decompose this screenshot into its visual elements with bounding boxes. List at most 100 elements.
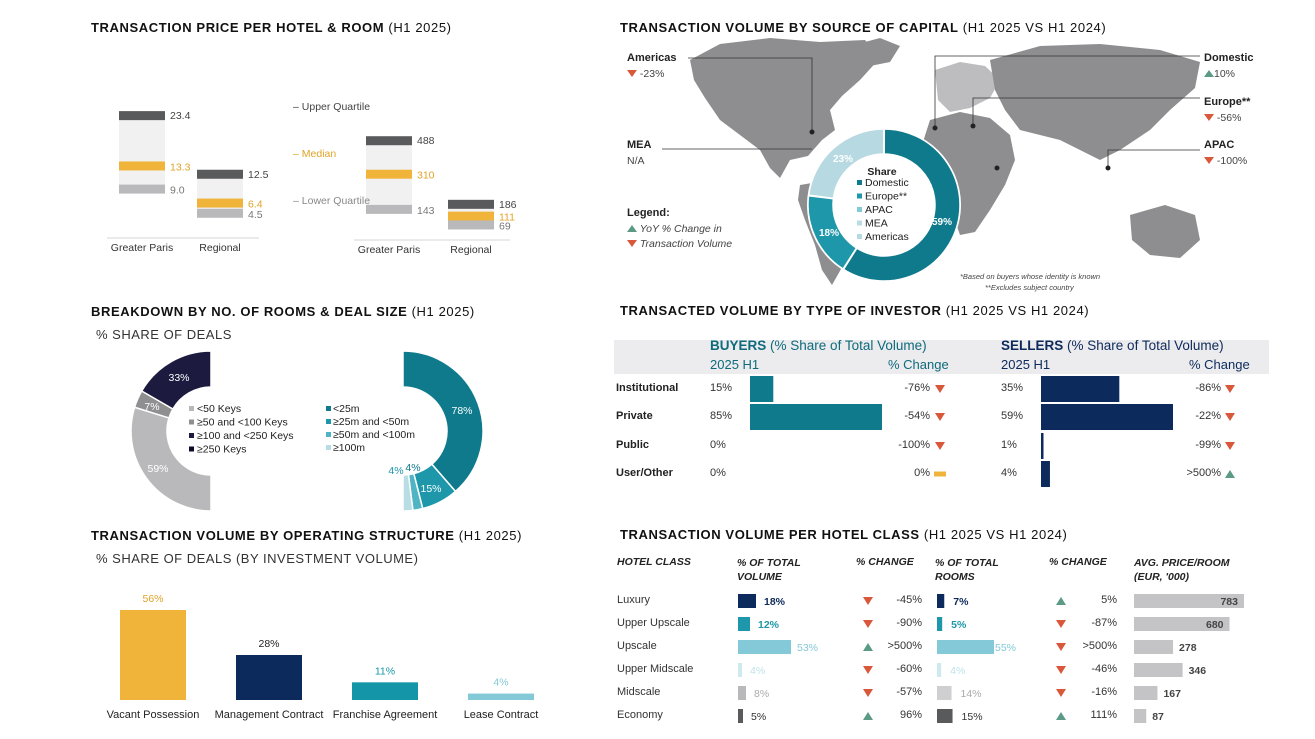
lower-value-label: 4.5 [248, 209, 263, 221]
price-value-label: 346 [1189, 665, 1207, 677]
volume-change-value: 96% [899, 709, 922, 721]
buyers-header: BUYERS (% Share of Total Volume) [710, 338, 927, 353]
dealsize-slice [402, 473, 414, 512]
structure-subtitle: % SHARE OF DEALS (BY INVESTMENT VOLUME) [96, 551, 419, 566]
chg-apac: -100% [1204, 155, 1247, 167]
dealsize-legend-swatch [326, 406, 331, 411]
leader-dot-europe [970, 123, 976, 129]
hdr-chg2: % CHANGE [1049, 556, 1107, 568]
rooms-bar [937, 709, 953, 723]
category-label: Greater Paris [111, 242, 173, 254]
hdr-rooms: % OF TOTAL ROOMS [935, 557, 999, 583]
footnote-1: *Based on buyers whose identity is known [960, 272, 1101, 281]
category-label: Regional [450, 244, 491, 256]
category-label: Greater Paris [358, 244, 420, 256]
dealsize-legend-swatch [326, 445, 331, 450]
rooms-bar [937, 594, 945, 608]
up-arrow-icon [1204, 70, 1214, 77]
hotelclass-chart-title: TRANSACTION VOLUME PER HOTEL CLASS (H1 2… [620, 527, 1068, 542]
buyers-change-value: -54% [904, 410, 930, 422]
rooms-slice [140, 350, 212, 411]
down-arrow-icon [863, 620, 873, 628]
upper-value-label: 12.5 [248, 169, 269, 181]
dealsize-slice [402, 350, 484, 493]
down-arrow-icon [627, 70, 637, 77]
structure-bar [468, 693, 534, 700]
leader-line-apac [1107, 149, 1200, 168]
hotel-class-label: Upscale [617, 640, 657, 652]
rooms-legend-swatch [189, 406, 194, 411]
down-arrow-icon [1225, 385, 1235, 393]
donut-center-title: Share [867, 166, 896, 178]
sellers-change-value: -99% [1195, 439, 1221, 451]
down-arrow-icon [863, 666, 873, 674]
rooms-change-value: -46% [1091, 663, 1117, 675]
dealsize-label-50-100: 4% [405, 462, 420, 474]
hdr-price: AVG. PRICE/ROOM (EUR, '000) [1134, 557, 1230, 583]
north-america-shape [690, 38, 880, 178]
structure-category-label: Lease Contract [464, 709, 539, 721]
dealsize-legend-label: ≥25m and <50m [333, 416, 409, 428]
price-bar [1134, 663, 1183, 677]
donut-legend-swatch [857, 234, 862, 239]
structure-category-label: Vacant Possession [107, 709, 200, 721]
legend-down: Transaction Volume [627, 238, 732, 250]
buyers-bar [750, 376, 774, 402]
price-bar [1134, 617, 1230, 631]
donut-slice-domestic [842, 128, 961, 282]
upper-value-label: 186 [499, 199, 517, 211]
lower-quartile-mark [119, 184, 165, 194]
price-value-label: 783 [1220, 596, 1238, 608]
median-value-label: 111 [499, 212, 515, 224]
donut-label-americas: 23% [833, 154, 853, 165]
sellers-share-value: 4% [1001, 467, 1017, 479]
capital-chart-title: TRANSACTION VOLUME BY SOURCE OF CAPITAL … [620, 20, 1107, 35]
sellers-share-value: 1% [1001, 439, 1017, 451]
leader-line-domestic [934, 55, 1200, 128]
leader-line-europe [972, 97, 1200, 126]
rooms-value-label: 7% [953, 596, 969, 608]
up-arrow-icon [863, 712, 873, 720]
rooms-value-label: 14% [961, 688, 982, 700]
volume-value-label: 18% [764, 596, 786, 608]
buyers-col-h1: 2025 H1 [710, 357, 760, 372]
legend-median: – Median [293, 148, 337, 160]
volume-value-label: 5% [751, 711, 766, 723]
rooms-change-value: 111% [1090, 709, 1117, 721]
europe-shape [935, 62, 1000, 112]
down-arrow-icon [1056, 666, 1066, 674]
investor-header-band [614, 340, 1269, 374]
volume-value-label: 8% [754, 688, 769, 700]
rooms-label-50-100: 7% [144, 401, 159, 413]
volume-value-label: 53% [797, 642, 818, 654]
donut-label-europe: 18% [819, 228, 839, 239]
donut-legend-label: Americas [865, 231, 909, 243]
volume-change-value: -60% [896, 663, 922, 675]
asia-shape [990, 44, 1200, 160]
lower-value-label: 9.0 [170, 185, 185, 197]
chg-americas: -23% [627, 68, 664, 80]
dealsize-legend-label: ≥100m [333, 442, 365, 454]
donut-legend-label: Domestic [865, 177, 909, 189]
volume-bar [738, 640, 791, 654]
legend-title: Legend: [627, 207, 670, 219]
structure-bar [352, 682, 418, 700]
buyers-share-value: 0% [710, 467, 726, 479]
volume-bar [738, 663, 742, 677]
median-value-label: 6.4 [248, 199, 263, 211]
hdr-hotel-class: HOTEL CLASS [617, 556, 691, 568]
down-arrow-icon [935, 385, 945, 393]
up-arrow-icon [627, 225, 637, 232]
investor-chart-title: TRANSACTED VOLUME BY TYPE OF INVESTOR (H… [620, 303, 1090, 318]
rooms-legend-label: ≥100 and <250 Keys [197, 430, 294, 442]
down-arrow-icon [935, 413, 945, 421]
down-arrow-icon [1056, 643, 1066, 651]
upper-value-label: 488 [417, 135, 435, 147]
investor-type-label: Private [616, 410, 653, 422]
upper-quartile-mark [448, 199, 494, 209]
category-label: Regional [199, 242, 240, 254]
label-apac: APAC [1204, 139, 1235, 151]
price-bar [1134, 594, 1244, 608]
volume-bar [738, 617, 750, 631]
volume-change-value: -90% [896, 617, 922, 629]
